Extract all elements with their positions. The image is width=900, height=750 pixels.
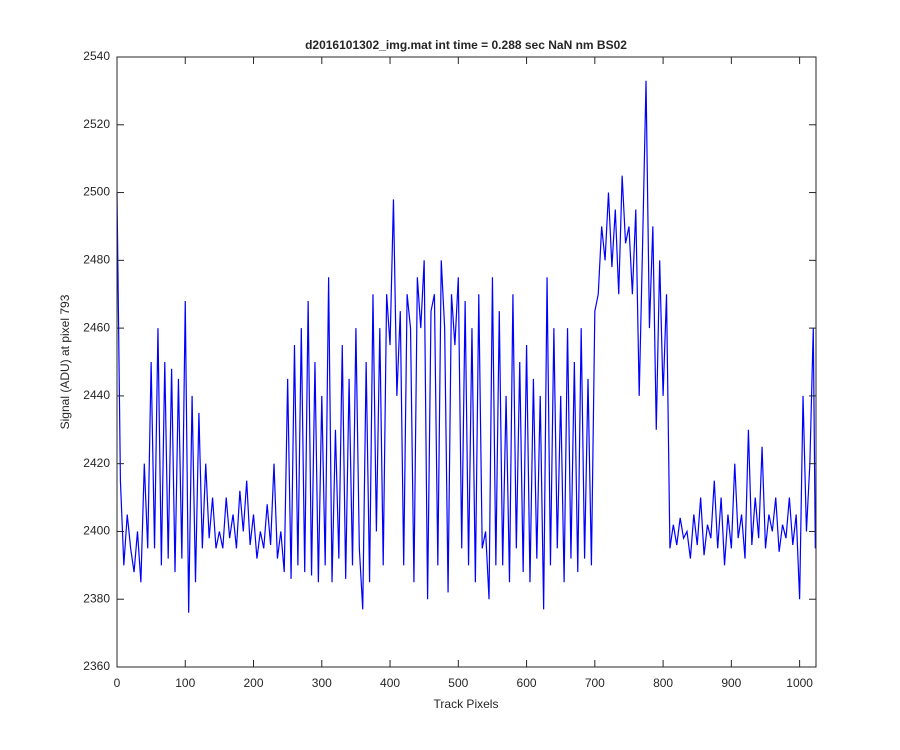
y-tick-label: 2380 xyxy=(83,591,110,605)
axes-box xyxy=(116,56,817,668)
y-tick-label: 2420 xyxy=(83,456,110,470)
x-tick-label: 900 xyxy=(721,676,741,690)
x-tick-label: 1000 xyxy=(786,676,813,690)
y-tick-label: 2360 xyxy=(83,659,110,673)
x-tick-label: 0 xyxy=(114,676,121,690)
chart-title: d2016101302_img.mat int time = 0.288 sec… xyxy=(305,38,627,52)
x-tick-label: 200 xyxy=(244,676,264,690)
y-tick-label: 2480 xyxy=(83,253,110,267)
plot-area xyxy=(116,80,816,613)
y-tick-label: 2400 xyxy=(83,524,110,538)
x-tick-label: 700 xyxy=(585,676,605,690)
data-line xyxy=(116,80,816,613)
y-tick-label: 2500 xyxy=(83,185,110,199)
y-tick-label: 2520 xyxy=(83,117,110,131)
y-axis-label: Signal (ADU) at pixel 793 xyxy=(58,294,72,429)
x-axis-label: Track Pixels xyxy=(434,697,499,711)
y-tick-label: 2540 xyxy=(83,49,110,63)
x-tick-label: 100 xyxy=(175,676,195,690)
x-tick-label: 800 xyxy=(653,676,673,690)
y-tick-label: 2460 xyxy=(83,320,110,334)
x-tick-label: 500 xyxy=(448,676,468,690)
x-tick-label: 300 xyxy=(312,676,332,690)
x-tick-label: 600 xyxy=(517,676,537,690)
x-tick-label: 400 xyxy=(380,676,400,690)
y-tick-label: 2440 xyxy=(83,388,110,402)
